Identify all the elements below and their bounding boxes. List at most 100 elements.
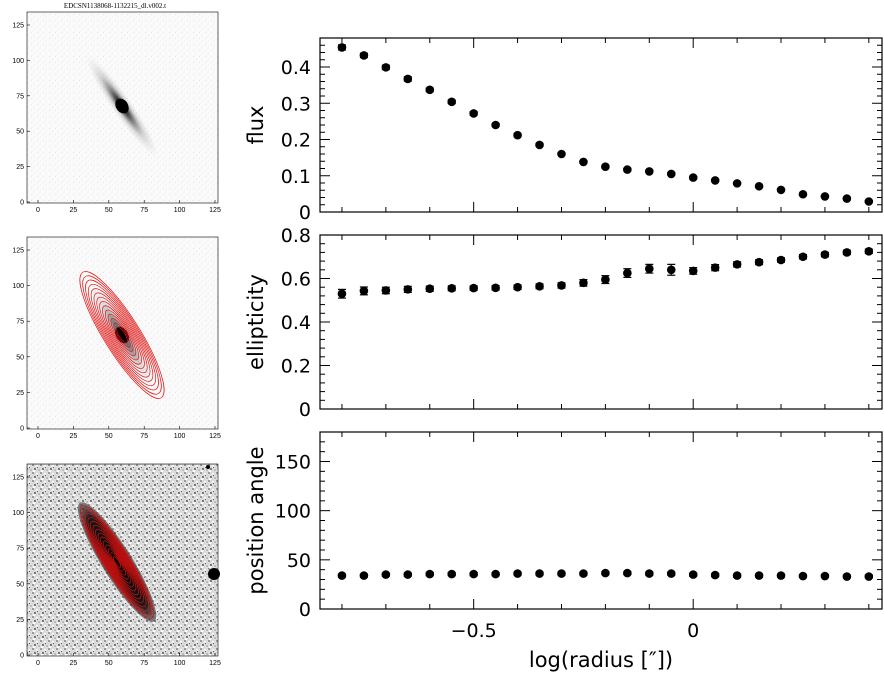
residual-contour-ellipse bbox=[110, 552, 124, 572]
image-y-tick-label: 75 bbox=[16, 546, 24, 553]
data-point bbox=[644, 569, 654, 578]
image-y-tick-label: 75 bbox=[16, 319, 24, 326]
data-point bbox=[381, 570, 391, 579]
contour-ellipse bbox=[88, 284, 156, 386]
galaxy-blob bbox=[85, 54, 159, 158]
y-tick-label: 150 bbox=[275, 452, 311, 474]
data-point bbox=[491, 120, 500, 130]
data-point bbox=[469, 283, 478, 293]
residual-galaxy-blob bbox=[77, 502, 157, 622]
data-point bbox=[579, 278, 588, 288]
data-point bbox=[754, 181, 764, 191]
data-point bbox=[732, 571, 742, 580]
data-point bbox=[864, 572, 874, 581]
contour-ellipse bbox=[113, 322, 131, 348]
residual-contour-ellipse bbox=[92, 524, 142, 600]
data-point bbox=[601, 568, 610, 578]
image-y-tick-label: 125 bbox=[12, 475, 24, 482]
image-y-tick-label: 50 bbox=[16, 354, 24, 361]
data-point bbox=[447, 569, 457, 579]
plot-panel-1: 0 0.1 0.2 0.3 0.4 flux bbox=[244, 37, 883, 224]
y-tick-label: 0 bbox=[299, 399, 311, 421]
image-x-tick-label: 0 bbox=[36, 207, 40, 214]
image-x-tick-label: 25 bbox=[70, 433, 78, 440]
y-axis-label: position angle bbox=[244, 446, 268, 594]
y-tick-label: 0.4 bbox=[281, 57, 311, 79]
data-point bbox=[842, 248, 852, 257]
residual-contour-ellipse bbox=[100, 536, 134, 588]
data-point bbox=[513, 569, 522, 578]
data-point bbox=[644, 167, 654, 176]
data-point bbox=[359, 571, 369, 580]
data-point bbox=[798, 189, 808, 199]
data-point bbox=[776, 255, 786, 265]
data-point bbox=[798, 252, 808, 262]
residual-contour-ellipse bbox=[112, 556, 122, 568]
plot-frame bbox=[319, 431, 883, 610]
data-point bbox=[491, 283, 500, 293]
data-point bbox=[557, 281, 566, 290]
image-panel-ticks: 0 25 50 75 100 125 0 25 50 75 100 125 0 25 50 75 100 125 0… bbox=[12, 23, 221, 668]
image-y-tick-label: 50 bbox=[16, 129, 24, 136]
residual-contour-ellipse bbox=[105, 544, 129, 580]
x-tick-label: −0.5 bbox=[451, 620, 497, 642]
data-point bbox=[491, 569, 500, 579]
data-point bbox=[425, 569, 435, 579]
data-point bbox=[403, 285, 413, 294]
data-point bbox=[754, 257, 764, 267]
image-x-tick-label: 100 bbox=[174, 660, 186, 667]
contour-lines bbox=[79, 271, 165, 399]
data-point bbox=[688, 570, 698, 579]
data-point bbox=[535, 282, 544, 291]
contour-ellipse bbox=[82, 275, 162, 395]
data-point bbox=[579, 157, 588, 167]
data-point bbox=[535, 140, 544, 150]
data-point bbox=[864, 197, 874, 206]
data-point bbox=[864, 247, 874, 256]
data-point bbox=[842, 572, 852, 581]
image-y-tick-label: 75 bbox=[16, 93, 24, 100]
data-point bbox=[842, 194, 852, 203]
data-point bbox=[447, 283, 457, 293]
contour-ellipse bbox=[96, 296, 148, 374]
data-point bbox=[710, 176, 720, 185]
image-y-tick-label: 100 bbox=[12, 58, 24, 65]
data-point bbox=[469, 569, 478, 579]
image-x-tick-label: 25 bbox=[70, 660, 78, 667]
profile-plots: 0 0.1 0.2 0.3 0.4 flux 0 0.2 0.4 0.6 0.8 ellipticit… bbox=[244, 37, 883, 672]
data-point bbox=[535, 569, 544, 578]
data-point bbox=[776, 571, 786, 580]
data-point bbox=[469, 109, 478, 118]
y-tick-label: 0.3 bbox=[281, 93, 311, 115]
data-point bbox=[425, 85, 435, 95]
data-point bbox=[666, 169, 676, 179]
y-tick-label: 0.1 bbox=[281, 166, 311, 188]
residual-contour-ellipse bbox=[85, 513, 149, 611]
data-point bbox=[425, 284, 435, 294]
plot-frame bbox=[319, 37, 883, 213]
y-tick-label: 100 bbox=[275, 501, 311, 523]
data-point bbox=[601, 275, 610, 284]
image-x-tick-label: 50 bbox=[105, 660, 113, 667]
contour-ellipse bbox=[93, 292, 151, 378]
data-point bbox=[557, 569, 566, 578]
plot-panel-2: 0 0.2 0.4 0.6 0.8 ellipticity bbox=[244, 225, 883, 421]
data-point bbox=[381, 286, 391, 295]
contour-ellipse bbox=[90, 288, 154, 382]
data-point bbox=[337, 43, 347, 52]
image-y-tick-label: 25 bbox=[16, 617, 24, 624]
data-point bbox=[666, 569, 676, 578]
data-point bbox=[337, 289, 347, 299]
x-axis-label: log(radius [″]) bbox=[529, 648, 673, 672]
data-point bbox=[776, 185, 786, 195]
contour-ellipse bbox=[99, 301, 145, 369]
data-point bbox=[579, 569, 588, 578]
residual-contour-ellipse bbox=[90, 520, 144, 604]
contour-ellipse bbox=[102, 305, 142, 365]
image-x-tick-label: 75 bbox=[140, 433, 148, 440]
data-point bbox=[688, 266, 698, 276]
contour-ellipse bbox=[110, 318, 134, 352]
residual-contour-ellipse bbox=[87, 517, 147, 607]
data-point bbox=[623, 268, 632, 278]
